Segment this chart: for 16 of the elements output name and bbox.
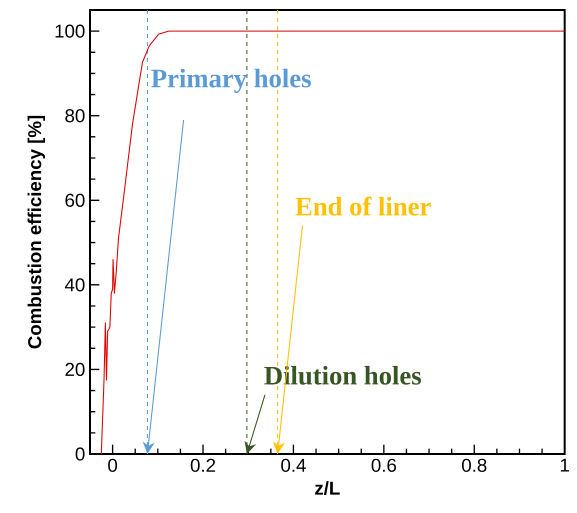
y-axis-title: Combustion efficiency [%]: [28, 116, 45, 348]
y-tick-label: 100: [56, 24, 85, 38]
x-tick-label: 0.6: [372, 458, 396, 472]
x-tick-label: 0: [108, 458, 118, 472]
x-tick-label: 0.4: [281, 458, 306, 472]
x-tick-label: 0.8: [462, 458, 486, 472]
x-axis-title: z/L: [315, 481, 340, 495]
x-tick-label: 1: [560, 458, 569, 472]
y-tick-label: 20: [65, 362, 85, 376]
y-tick-label: 0: [76, 447, 85, 461]
y-tick-label: 80: [65, 109, 85, 122]
y-tick-label: 40: [64, 278, 85, 292]
y-tick-label: 60: [65, 194, 85, 207]
annotation: Primary holes: [151, 68, 311, 93]
x-tick-label: 0.2: [190, 458, 216, 472]
annotation: End of liner: [295, 196, 431, 216]
